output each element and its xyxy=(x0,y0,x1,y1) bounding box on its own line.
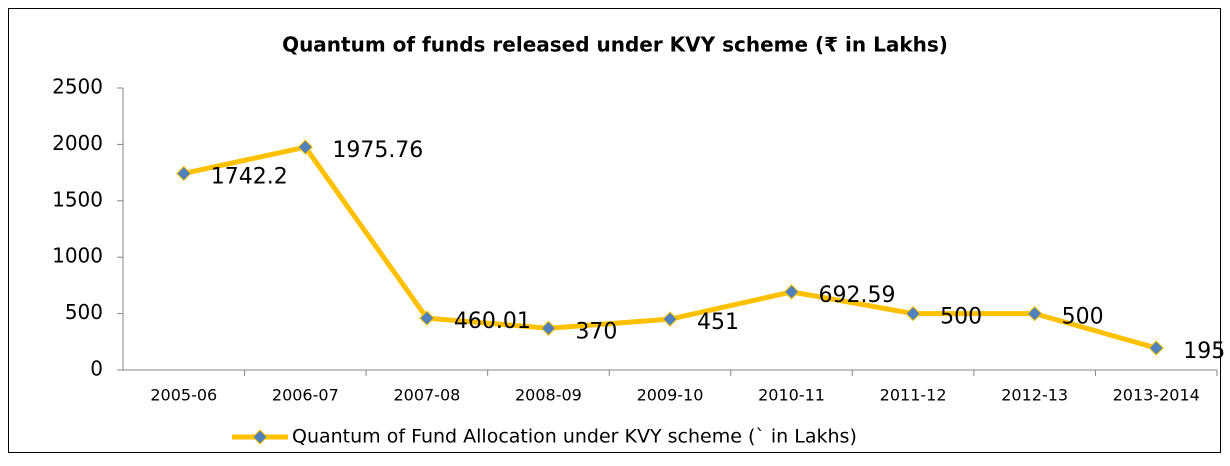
x-tick-label: 2013-2014 xyxy=(1113,386,1200,405)
marker xyxy=(1148,340,1164,356)
y-tick-label: 0 xyxy=(90,357,103,381)
data-label: 500 xyxy=(1062,305,1104,330)
marker xyxy=(662,311,678,327)
marker xyxy=(783,284,800,300)
data-label: 1975.76 xyxy=(332,138,423,163)
marker xyxy=(540,320,557,336)
y-tick-label: 1500 xyxy=(52,187,103,211)
data-label: 460.01 xyxy=(454,309,531,334)
x-tick-label: 2012-13 xyxy=(1001,386,1068,405)
chart-title: Quantum of funds released under KVY sche… xyxy=(282,33,948,57)
marker xyxy=(1026,305,1043,322)
data-label: 370 xyxy=(575,319,617,344)
marker xyxy=(176,165,192,182)
x-tick-label: 2007-08 xyxy=(393,386,460,405)
chart-border xyxy=(8,8,1221,453)
marker xyxy=(905,305,921,322)
x-tick-label: 2010-11 xyxy=(758,386,825,405)
y-tick-label: 2000 xyxy=(52,131,103,155)
data-label: 195 xyxy=(1183,339,1225,364)
x-tick-label: 2005-06 xyxy=(150,386,217,405)
y-tick-label: 500 xyxy=(65,300,103,324)
y-tick-label: 2500 xyxy=(52,75,103,99)
marker xyxy=(419,310,435,326)
data-label: 451 xyxy=(697,310,739,335)
marker xyxy=(297,139,314,155)
y-tick-label: 1000 xyxy=(52,244,103,268)
legend-marker xyxy=(252,429,268,445)
x-tick-label: 2006-07 xyxy=(272,386,339,405)
legend-label: Quantum of Fund Allocation under KVY sch… xyxy=(292,426,857,448)
x-tick-label: 2011-12 xyxy=(880,386,947,405)
x-tick-label: 2009-10 xyxy=(637,386,704,405)
data-label: 500 xyxy=(940,305,982,330)
data-label: 1742.2 xyxy=(211,164,288,189)
data-label: 692.59 xyxy=(819,283,896,308)
x-tick-label: 2008-09 xyxy=(515,386,582,405)
